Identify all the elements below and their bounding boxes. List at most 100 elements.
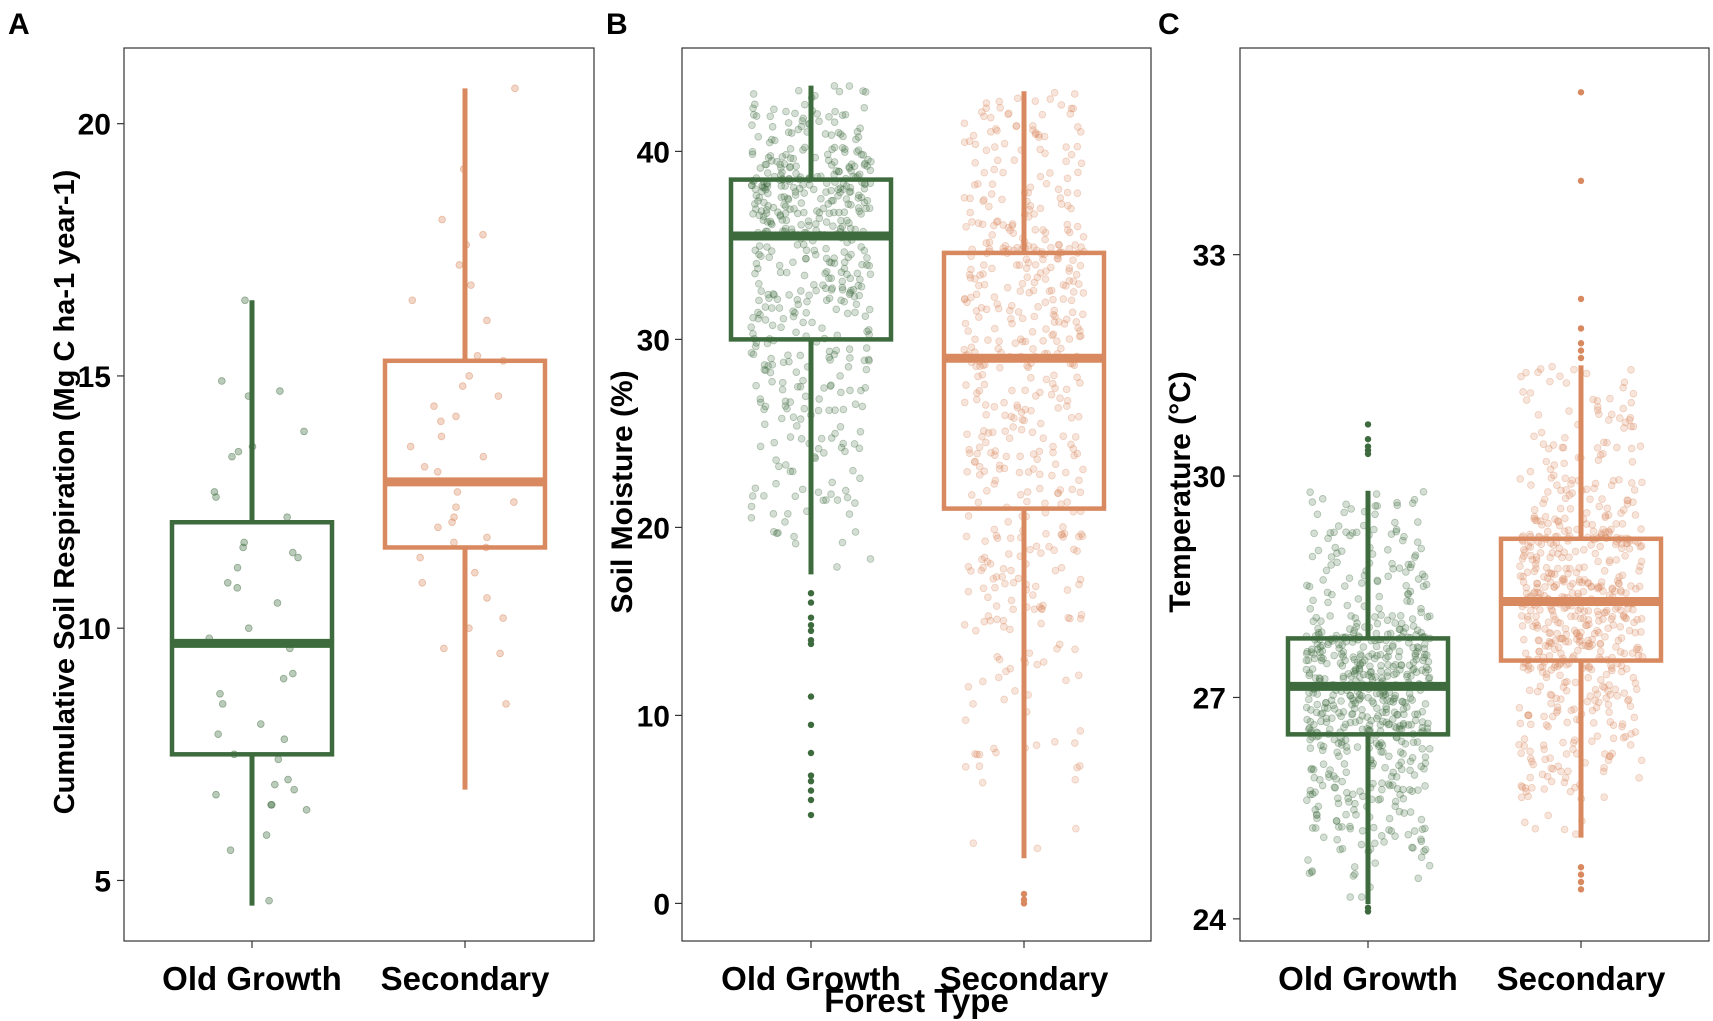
data-point (781, 461, 790, 469)
data-point (1350, 655, 1359, 664)
data-point (1523, 568, 1532, 577)
data-point (1337, 697, 1345, 705)
data-point (1421, 700, 1430, 708)
data-point (1414, 575, 1423, 583)
panel-letter: B (606, 8, 628, 41)
data-point (1404, 721, 1413, 729)
data-point (1074, 324, 1082, 332)
data-point (1638, 478, 1646, 487)
data-point (862, 204, 870, 213)
data-point (1078, 532, 1087, 540)
data-point (1417, 544, 1426, 553)
data-point (1354, 595, 1363, 603)
data-point (838, 538, 847, 547)
data-point (1632, 685, 1641, 693)
data-point (1319, 654, 1327, 663)
data-point (831, 429, 839, 438)
data-point (1417, 837, 1426, 846)
data-point (1005, 434, 1014, 443)
data-point (1401, 698, 1409, 707)
data-point (789, 312, 798, 321)
data-point (1547, 691, 1556, 700)
data-point (1585, 664, 1593, 672)
data-point (828, 478, 836, 487)
data-point (1408, 615, 1417, 623)
data-point (756, 395, 765, 403)
data-point (793, 296, 802, 304)
data-point (1418, 718, 1427, 726)
data-point (845, 510, 854, 518)
data-point (1595, 583, 1603, 592)
data-point (1422, 580, 1431, 589)
data-point (850, 292, 859, 301)
data-point (1600, 608, 1609, 617)
data-point (751, 342, 760, 351)
data-point (1566, 505, 1575, 513)
data-point (1421, 640, 1429, 648)
data-point (768, 135, 776, 144)
data-point (1035, 470, 1044, 479)
data-point (1414, 644, 1423, 652)
data-point (843, 270, 851, 279)
data-point (1041, 275, 1050, 283)
data-point (1597, 676, 1605, 684)
data-point (1395, 625, 1404, 634)
data-point (1310, 720, 1318, 729)
data-point (1063, 188, 1072, 197)
data-point (240, 538, 248, 547)
data-point (1609, 621, 1618, 629)
data-point (839, 405, 848, 414)
data-point (857, 150, 866, 159)
data-point (766, 152, 775, 160)
data-point (1347, 612, 1355, 620)
data-point (821, 284, 830, 293)
data-point (1305, 724, 1314, 732)
data-point (1330, 528, 1338, 537)
data-point (1397, 661, 1406, 670)
data-point (1388, 781, 1397, 789)
data-point (1042, 375, 1051, 384)
data-point (1020, 416, 1028, 425)
data-point (1395, 807, 1404, 816)
data-point (1545, 444, 1553, 453)
data-point (800, 208, 808, 217)
data-point (1014, 308, 1023, 316)
data-point (1036, 269, 1045, 277)
data-point (1547, 639, 1556, 647)
data-point (1529, 760, 1537, 769)
data-point (863, 162, 871, 170)
data-point (1016, 490, 1025, 499)
outlier-point (1577, 89, 1585, 96)
data-point (761, 185, 770, 194)
data-point (847, 167, 855, 175)
data-point (1317, 656, 1326, 665)
data-point (965, 445, 973, 454)
data-point (1348, 710, 1356, 719)
data-point (986, 616, 995, 625)
data-point (831, 107, 839, 116)
data-point (790, 532, 798, 541)
data-point (1040, 132, 1049, 141)
data-point (1553, 481, 1561, 489)
data-point (1562, 750, 1571, 758)
data-point (1561, 433, 1569, 442)
data-point (1420, 847, 1428, 855)
data-point (828, 145, 836, 154)
data-point (1357, 579, 1366, 587)
data-point (837, 216, 845, 225)
data-point (861, 88, 870, 96)
data-point (1069, 256, 1077, 264)
data-point (1320, 703, 1329, 712)
data-point (1615, 476, 1623, 484)
data-point (1587, 541, 1595, 549)
data-point (1554, 549, 1562, 558)
data-point (1035, 603, 1044, 611)
data-point (1063, 226, 1072, 234)
data-point (1000, 398, 1008, 407)
outlier-point (1364, 450, 1372, 458)
data-point (1407, 720, 1416, 729)
data-point (760, 420, 769, 429)
data-point (1036, 145, 1044, 154)
data-point (797, 199, 806, 207)
